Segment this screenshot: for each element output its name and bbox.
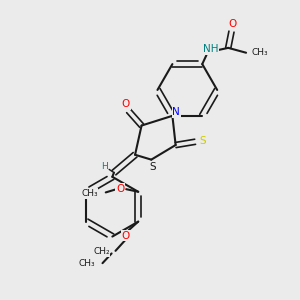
Text: CH₃: CH₃ — [79, 259, 95, 268]
Text: O: O — [122, 100, 130, 110]
Text: CH₃: CH₃ — [252, 48, 268, 57]
Text: NH: NH — [202, 44, 218, 55]
Text: O: O — [116, 184, 124, 194]
Text: S: S — [199, 136, 206, 146]
Text: O: O — [122, 231, 130, 241]
Text: CH₂: CH₂ — [93, 247, 110, 256]
Text: CH₃: CH₃ — [81, 189, 98, 198]
Text: O: O — [228, 20, 236, 29]
Text: H: H — [101, 162, 108, 171]
Text: N: N — [172, 107, 180, 117]
Text: S: S — [150, 162, 156, 172]
